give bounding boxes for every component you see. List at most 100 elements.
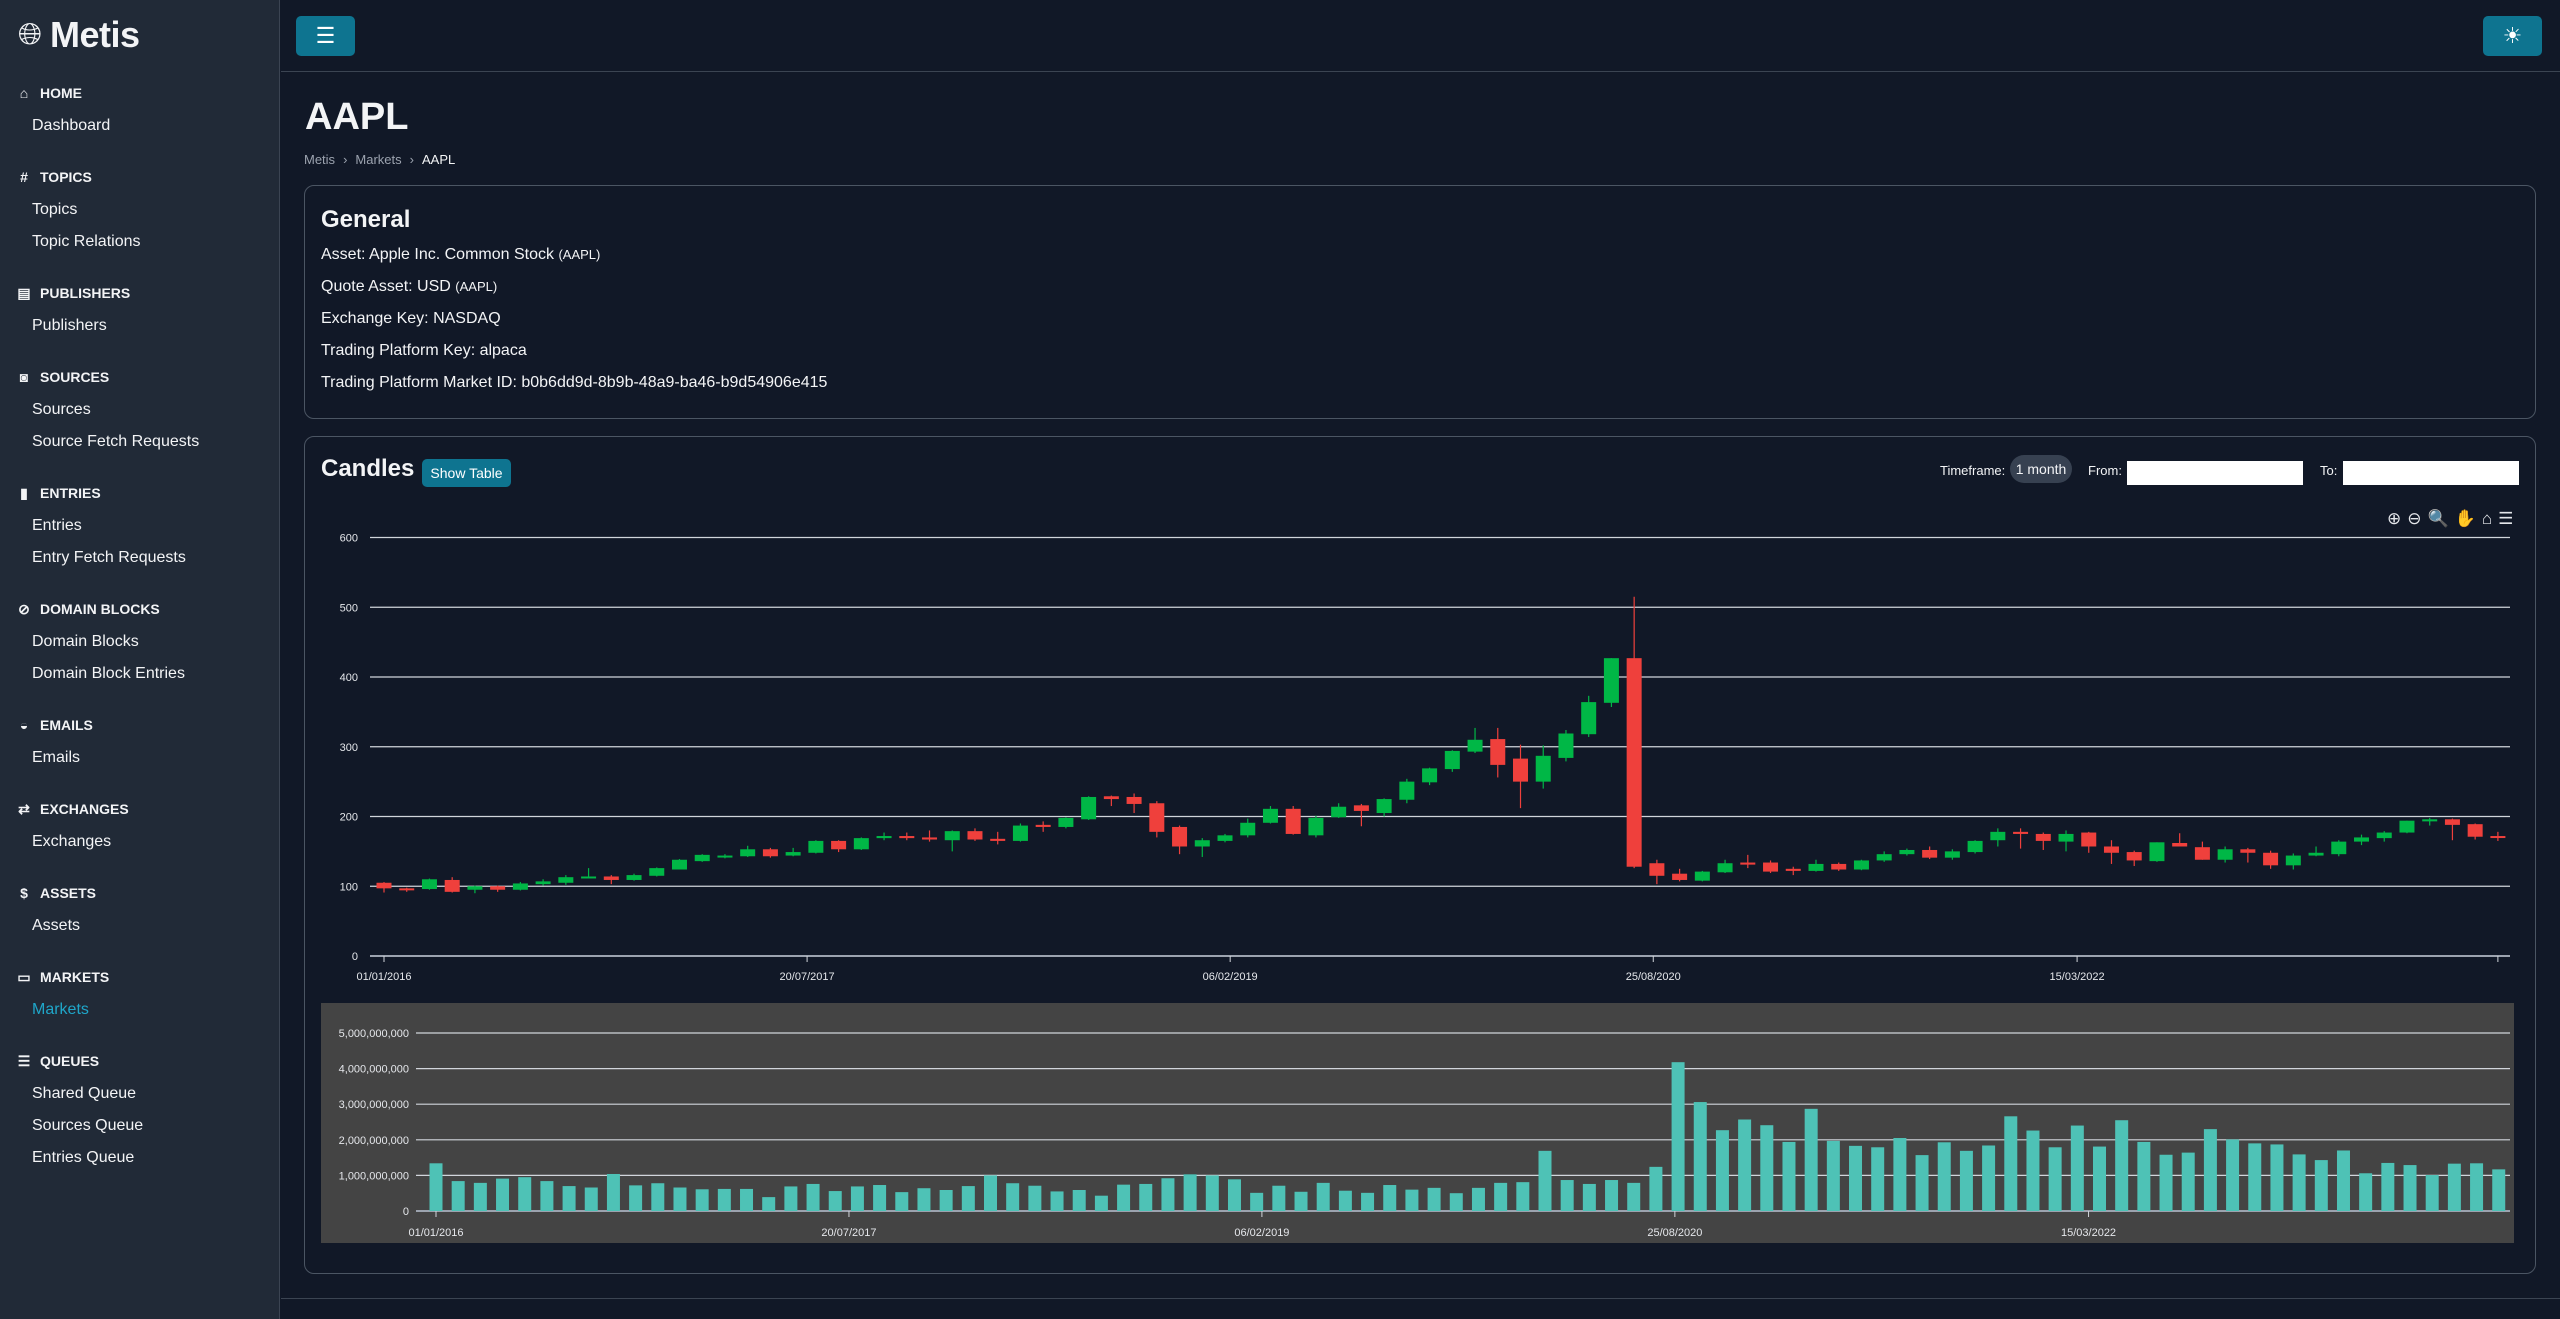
volume-bar	[850, 1186, 864, 1211]
quote-asset-line: Quote Asset: USD (AAPL)	[321, 278, 497, 296]
volume-bar	[895, 1192, 909, 1211]
home-reset-icon[interactable]: ⌂	[2481, 509, 2493, 528]
volume-bar	[1427, 1187, 1441, 1211]
zoom-out-icon[interactable]: ⊖	[2407, 509, 2422, 528]
candle-body	[717, 855, 733, 858]
sidebar-section-publishers: ▤ PUBLISHERS Publishers	[0, 276, 280, 342]
sidebar-item-entries[interactable]: Entries	[32, 517, 82, 534]
from-date-input[interactable]	[2127, 461, 2303, 485]
sidebar-section-queues: ☰ QUEUES Shared Queue Sources Queue Entries …	[0, 1044, 280, 1174]
sidebar-item-entries-queue[interactable]: Entries Queue	[32, 1149, 135, 1166]
volume-bar	[584, 1187, 598, 1211]
sidebar-section-topics: # TOPICS Topics Topic Relations	[0, 160, 280, 258]
candle-body	[694, 854, 710, 862]
volume-bar	[2314, 1160, 2328, 1211]
volume-chart[interactable]: 0 1,000,000,000 2,000,000,000 3,000,000,000…	[321, 1003, 2514, 1243]
volume-bar	[1715, 1130, 1729, 1211]
candle-body	[1490, 739, 1506, 765]
volume-bar	[1915, 1155, 1929, 1211]
hand-dollar-icon: $	[20, 885, 28, 901]
volume-bar	[1516, 1182, 1530, 1211]
candle-body	[2331, 841, 2347, 855]
sidebar-item-topic-relations[interactable]: Topic Relations	[32, 233, 141, 250]
volume-bar	[2115, 1120, 2129, 1211]
breadcrumb-metis[interactable]: Metis	[304, 152, 336, 167]
y-tick-label: 4,000,000,000	[339, 1064, 409, 1076]
hamburger-icon: ☰	[315, 23, 336, 48]
chart-menu-icon[interactable]: ☰	[2498, 509, 2514, 528]
candle-body	[1467, 739, 1483, 752]
sidebar-item-topics[interactable]: Topics	[32, 201, 78, 218]
candle-body	[2194, 847, 2210, 860]
candle-body	[1922, 849, 1938, 858]
volume-bar	[984, 1175, 997, 1211]
volume-bar	[1605, 1180, 1619, 1211]
candlestick-chart[interactable]: 0 100 200 300 400 500 600 01/01/2016 20/07/2017 0…	[320, 500, 2520, 990]
sidebar-section-header: ▮ ENTRIES	[0, 476, 280, 510]
logo[interactable]: 🌐︎ Metis	[18, 14, 140, 56]
sidebar-item-markets[interactable]: Markets	[32, 1001, 89, 1018]
candle-body	[1217, 835, 1233, 841]
sidebar-item-domain-block-entries[interactable]: Domain Block Entries	[32, 665, 185, 682]
volume-bar	[1871, 1147, 1885, 1211]
sidebar-item-publishers[interactable]: Publishers	[32, 317, 107, 334]
sidebar-item-source-fetch-requests[interactable]: Source Fetch Requests	[32, 433, 200, 450]
y-tick-label: 400	[340, 672, 358, 684]
to-date-input[interactable]	[2343, 461, 2519, 485]
y-tick-label: 2,000,000,000	[339, 1135, 409, 1147]
sidebar-section-header: ◙ SOURCES	[0, 360, 280, 394]
candle-body	[1717, 863, 1733, 873]
volume-bar	[784, 1186, 798, 1211]
sidebar-item-sources[interactable]: Sources	[32, 401, 91, 418]
candle-body	[1513, 758, 1528, 782]
quote-label: Quote Asset: USD	[321, 278, 451, 295]
sidebar-item-emails[interactable]: Emails	[32, 749, 81, 766]
sidebar-item-dashboard[interactable]: Dashboard	[32, 117, 111, 134]
sidebar-item-exchanges[interactable]: Exchanges	[32, 833, 112, 850]
candle-body	[944, 831, 960, 841]
sidebar-item-assets[interactable]: Assets	[32, 917, 81, 934]
volume-bar	[1183, 1174, 1197, 1211]
candle-body	[2399, 820, 2415, 833]
volume-bar	[1826, 1140, 1840, 1211]
volume-bar	[1738, 1119, 1752, 1211]
sidebar-section-title: DOMAIN BLOCKS	[40, 601, 160, 617]
globe-icon: 🌐︎	[18, 18, 42, 51]
timeframe-select[interactable]: 1 month	[2010, 455, 2072, 483]
show-table-button[interactable]: Show Table	[422, 459, 511, 487]
timeframe-label: Timeframe:	[1940, 463, 2006, 478]
sidebar-item-domain-blocks[interactable]: Domain Blocks	[32, 633, 139, 650]
candle-body	[922, 837, 938, 840]
sidebar-section-title: MARKETS	[40, 969, 110, 985]
volume-bar	[2137, 1141, 2151, 1211]
zoom-in-icon[interactable]: ⊕	[2387, 509, 2402, 528]
volume-bar	[2425, 1175, 2439, 1211]
pan-hand-icon[interactable]: ✋	[2454, 509, 2476, 528]
chevron-right-icon: ›	[343, 152, 348, 167]
volume-bar	[1582, 1183, 1596, 1211]
chevron-right-icon: ›	[409, 152, 414, 167]
exchange-key: Exchange Key: NASDAQ	[321, 310, 501, 327]
candle-body	[626, 875, 642, 880]
sidebar-item-sources-queue[interactable]: Sources Queue	[32, 1117, 144, 1134]
file-icon: ▮	[20, 484, 28, 501]
zoom-select-icon[interactable]: 🔍	[2427, 509, 2449, 528]
volume-bar	[2159, 1154, 2173, 1211]
menu-toggle-button[interactable]: ☰	[296, 16, 355, 56]
x-tick-label: 01/01/2016	[356, 971, 411, 983]
breadcrumb-markets[interactable]: Markets	[355, 152, 402, 167]
sidebar-item-entry-fetch-requests[interactable]: Entry Fetch Requests	[32, 549, 186, 566]
y-tick-label: 300	[340, 742, 358, 754]
candle-body	[2081, 832, 2097, 847]
volume-bar	[2470, 1163, 2484, 1211]
theme-toggle-button[interactable]: ☀	[2483, 16, 2542, 56]
volume-bar	[1272, 1185, 1286, 1211]
candle-body	[1399, 781, 1415, 800]
newspaper-icon: ▤	[17, 284, 31, 301]
sidebar-section-title: HOME	[40, 85, 82, 101]
list-check-icon: ☰	[17, 1052, 31, 1069]
candle-body	[558, 877, 574, 883]
sidebar-item-shared-queue[interactable]: Shared Queue	[32, 1085, 137, 1102]
volume-bar	[1560, 1180, 1574, 1211]
ban-icon: ⊘	[18, 600, 30, 617]
